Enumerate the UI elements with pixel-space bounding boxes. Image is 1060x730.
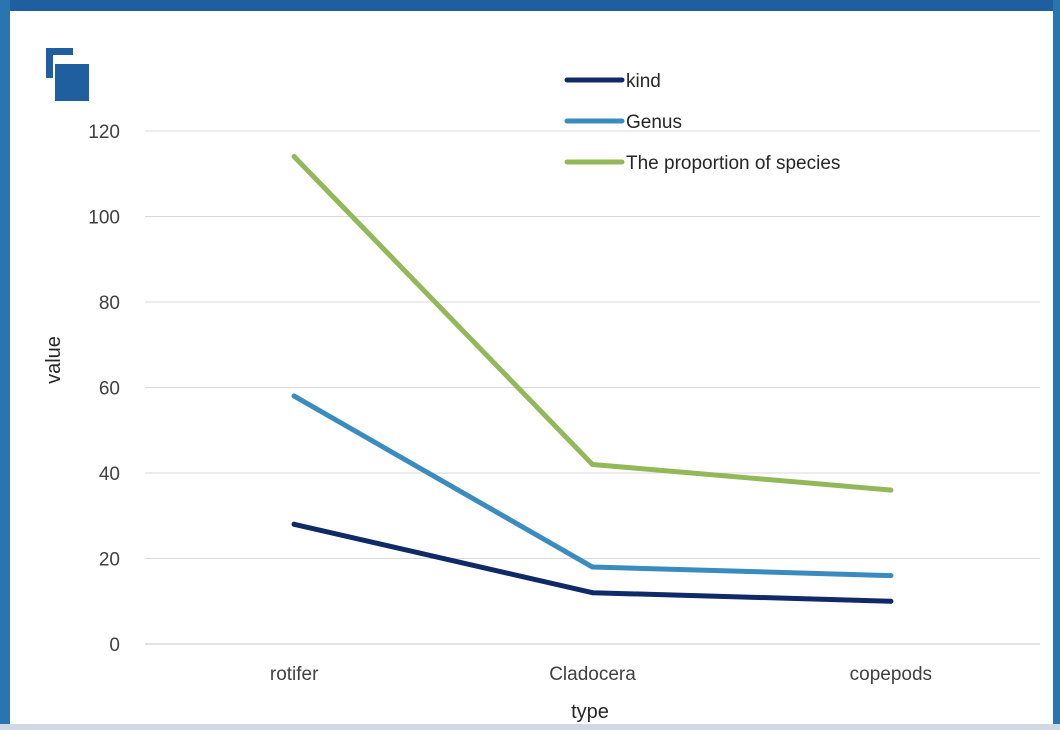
x-axis-title: type — [571, 701, 609, 723]
data-point — [888, 598, 894, 604]
x-tick-label: Cladocera — [549, 664, 636, 685]
y-tick-label: 0 — [109, 635, 120, 656]
data-point — [590, 461, 595, 467]
x-axis-ticks: rotifer Cladocera copepods — [270, 664, 932, 685]
y-tick-label: 80 — [99, 293, 120, 314]
frame-top-bar — [0, 0, 1060, 11]
series-lines — [291, 154, 894, 604]
legend-label: The proportion of species — [626, 153, 840, 174]
x-tick-label: rotifer — [270, 664, 319, 685]
y-tick-label: 120 — [88, 122, 120, 143]
legend-label: kind — [626, 71, 661, 92]
frame-left-bar — [0, 0, 10, 730]
data-point — [590, 590, 595, 596]
y-tick-label: 60 — [99, 379, 120, 400]
y-tick-label: 100 — [88, 208, 120, 229]
x-tick-label: copepods — [850, 664, 932, 685]
data-point — [888, 487, 894, 493]
legend: kind Genus The proportion of species — [564, 71, 840, 174]
y-tick-label: 40 — [99, 464, 120, 485]
y-axis-title: value — [43, 336, 65, 384]
legend-label: Genus — [626, 112, 682, 133]
series-line-1 — [291, 393, 894, 579]
data-point — [590, 564, 595, 570]
series-line-0 — [291, 521, 894, 604]
frame-bottom-bar — [0, 724, 1060, 730]
data-point — [888, 573, 894, 579]
series-line-2 — [291, 154, 894, 493]
y-axis-ticks: 0 20 40 60 80 100 120 — [88, 122, 120, 656]
data-point — [291, 521, 297, 527]
logo-icon — [46, 48, 89, 101]
y-tick-label: 20 — [99, 550, 120, 571]
data-point — [291, 154, 297, 160]
data-point — [291, 393, 297, 399]
gridlines — [145, 130, 1040, 645]
frame-right-bar — [1053, 0, 1060, 730]
